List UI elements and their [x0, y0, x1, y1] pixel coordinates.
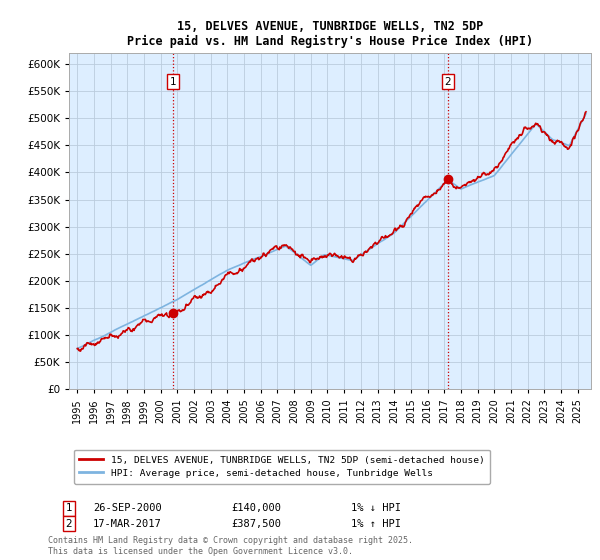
- Text: 1: 1: [65, 503, 73, 514]
- Text: 17-MAR-2017: 17-MAR-2017: [93, 519, 162, 529]
- Title: 15, DELVES AVENUE, TUNBRIDGE WELLS, TN2 5DP
Price paid vs. HM Land Registry's Ho: 15, DELVES AVENUE, TUNBRIDGE WELLS, TN2 …: [127, 20, 533, 48]
- Text: £387,500: £387,500: [231, 519, 281, 529]
- Text: Contains HM Land Registry data © Crown copyright and database right 2025.
This d: Contains HM Land Registry data © Crown c…: [48, 536, 413, 556]
- Text: 2: 2: [65, 519, 73, 529]
- Text: 1% ↑ HPI: 1% ↑ HPI: [351, 519, 401, 529]
- Legend: 15, DELVES AVENUE, TUNBRIDGE WELLS, TN2 5DP (semi-detached house), HPI: Average : 15, DELVES AVENUE, TUNBRIDGE WELLS, TN2 …: [74, 450, 490, 484]
- Text: 26-SEP-2000: 26-SEP-2000: [93, 503, 162, 514]
- Text: 2: 2: [445, 77, 451, 87]
- Text: 1% ↓ HPI: 1% ↓ HPI: [351, 503, 401, 514]
- Text: £140,000: £140,000: [231, 503, 281, 514]
- Text: 1: 1: [170, 77, 176, 87]
